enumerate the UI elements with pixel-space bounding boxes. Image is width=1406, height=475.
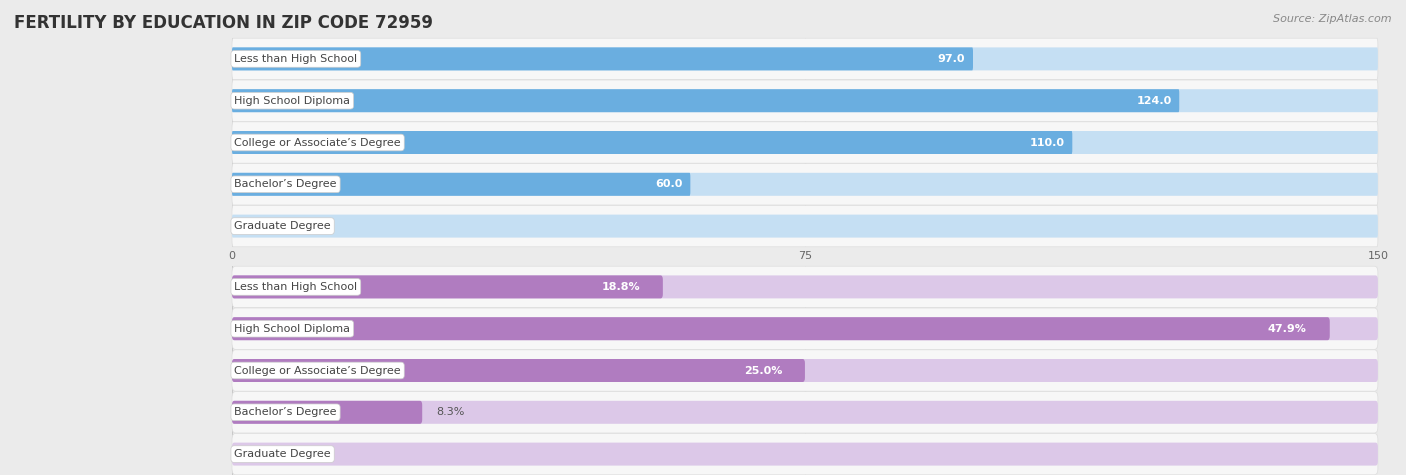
Text: Bachelor’s Degree: Bachelor’s Degree (235, 179, 337, 190)
Text: Less than High School: Less than High School (235, 54, 357, 64)
Text: 0.0: 0.0 (246, 221, 263, 231)
Text: 47.9%: 47.9% (1268, 323, 1306, 334)
Text: 18.8%: 18.8% (602, 282, 640, 292)
FancyBboxPatch shape (232, 350, 1378, 391)
Text: Graduate Degree: Graduate Degree (235, 449, 330, 459)
FancyBboxPatch shape (232, 359, 1378, 382)
Text: 8.3%: 8.3% (436, 407, 464, 418)
FancyBboxPatch shape (232, 80, 1378, 122)
Text: Source: ZipAtlas.com: Source: ZipAtlas.com (1274, 14, 1392, 24)
FancyBboxPatch shape (232, 317, 1378, 340)
FancyBboxPatch shape (232, 89, 1180, 112)
FancyBboxPatch shape (232, 131, 1378, 154)
FancyBboxPatch shape (232, 359, 804, 382)
Text: FERTILITY BY EDUCATION IN ZIP CODE 72959: FERTILITY BY EDUCATION IN ZIP CODE 72959 (14, 14, 433, 32)
Text: 60.0: 60.0 (655, 179, 683, 190)
Text: College or Associate’s Degree: College or Associate’s Degree (235, 365, 401, 376)
FancyBboxPatch shape (232, 122, 1378, 163)
Text: High School Diploma: High School Diploma (235, 95, 350, 106)
Text: Less than High School: Less than High School (235, 282, 357, 292)
FancyBboxPatch shape (232, 215, 1378, 238)
FancyBboxPatch shape (232, 266, 1378, 308)
FancyBboxPatch shape (232, 38, 1378, 80)
FancyBboxPatch shape (232, 308, 1378, 350)
FancyBboxPatch shape (232, 401, 1378, 424)
Text: 0.0%: 0.0% (246, 449, 274, 459)
FancyBboxPatch shape (232, 205, 1378, 247)
FancyBboxPatch shape (232, 317, 1330, 340)
Text: 97.0: 97.0 (938, 54, 966, 64)
FancyBboxPatch shape (232, 48, 973, 70)
Text: 124.0: 124.0 (1136, 95, 1171, 106)
Text: Bachelor’s Degree: Bachelor’s Degree (235, 407, 337, 418)
FancyBboxPatch shape (232, 89, 1378, 112)
FancyBboxPatch shape (232, 443, 1378, 466)
FancyBboxPatch shape (232, 276, 1378, 298)
FancyBboxPatch shape (232, 163, 1378, 205)
FancyBboxPatch shape (232, 48, 1378, 70)
FancyBboxPatch shape (232, 131, 1073, 154)
Text: High School Diploma: High School Diploma (235, 323, 350, 334)
FancyBboxPatch shape (232, 173, 690, 196)
Text: College or Associate’s Degree: College or Associate’s Degree (235, 137, 401, 148)
FancyBboxPatch shape (232, 276, 662, 298)
FancyBboxPatch shape (232, 433, 1378, 475)
Text: 110.0: 110.0 (1029, 137, 1064, 148)
Text: 25.0%: 25.0% (744, 365, 782, 376)
FancyBboxPatch shape (232, 173, 1378, 196)
Text: Graduate Degree: Graduate Degree (235, 221, 330, 231)
FancyBboxPatch shape (232, 391, 1378, 433)
FancyBboxPatch shape (232, 401, 422, 424)
